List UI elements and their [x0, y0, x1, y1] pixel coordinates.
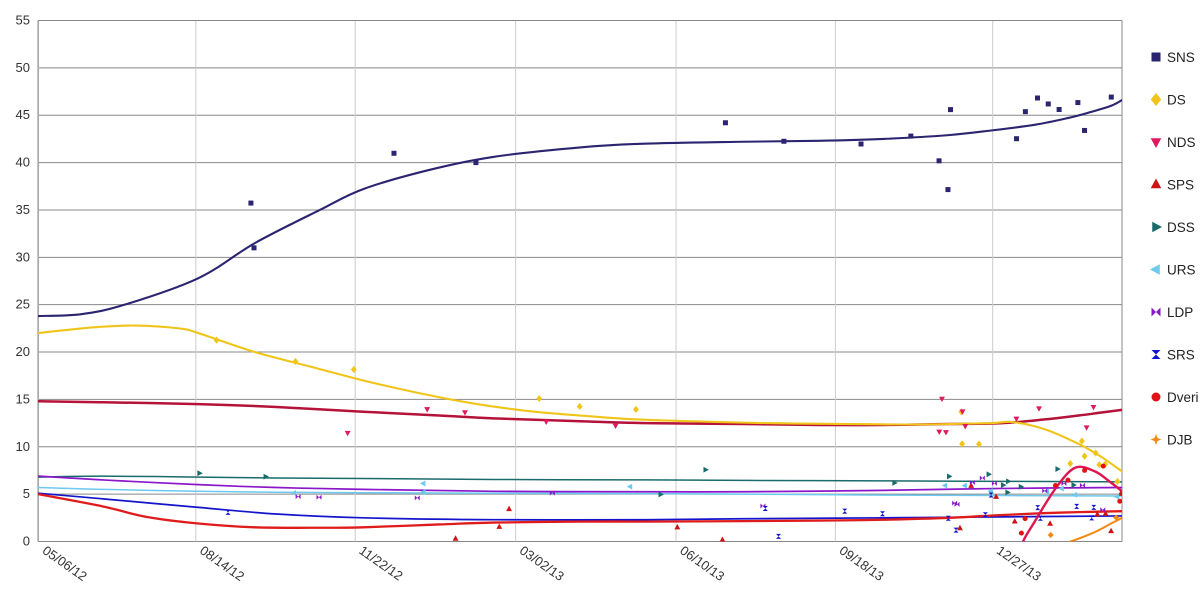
svg-text:SRS: SRS	[1167, 348, 1195, 363]
svg-text:5: 5	[23, 486, 30, 501]
svg-text:50: 50	[16, 60, 30, 75]
svg-text:SNS: SNS	[1167, 50, 1195, 65]
svg-text:0: 0	[23, 534, 30, 549]
svg-text:URS: URS	[1167, 263, 1196, 278]
svg-text:10: 10	[16, 439, 30, 454]
svg-text:35: 35	[16, 202, 30, 217]
svg-text:25: 25	[16, 297, 30, 312]
svg-text:Dveri: Dveri	[1167, 390, 1199, 405]
svg-text:45: 45	[16, 107, 30, 122]
svg-text:SPS: SPS	[1167, 178, 1194, 193]
svg-text:LDP: LDP	[1167, 305, 1193, 320]
svg-text:40: 40	[16, 155, 30, 170]
svg-text:20: 20	[16, 344, 30, 359]
svg-text:55: 55	[16, 13, 30, 28]
svg-text:DS: DS	[1167, 93, 1186, 108]
svg-text:30: 30	[16, 249, 30, 264]
svg-text:15: 15	[16, 391, 30, 406]
svg-text:DJB: DJB	[1167, 433, 1193, 448]
svg-text:DSS: DSS	[1167, 220, 1195, 235]
svg-text:NDS: NDS	[1167, 135, 1196, 150]
